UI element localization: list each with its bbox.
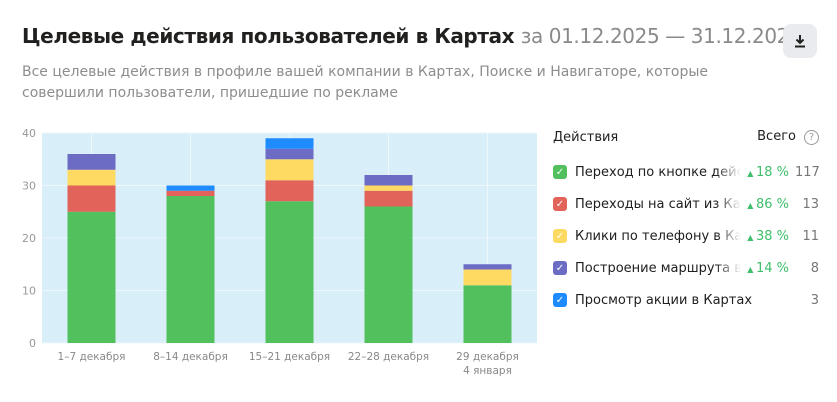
download-button[interactable] (783, 24, 817, 58)
legend: Действия Всего? ✓ Переход по кнопке действ… (553, 126, 820, 316)
legend-item-total: 3 (810, 292, 819, 308)
bar-segment (67, 211, 116, 343)
x-tick-label: 1–7 декабря (58, 351, 126, 363)
bar-segment (67, 169, 116, 186)
change-badge: ▲ 86 % (747, 197, 789, 212)
legend-item[interactable]: ✓ Переход по кнопке действия в Картах ▲ 18… (553, 156, 820, 188)
checkbox-checked-icon[interactable]: ✓ (553, 293, 567, 307)
bar-segment (265, 180, 314, 202)
change-badge: ▲ 38 % (747, 229, 789, 244)
arrow-up-icon: ▲ (747, 168, 756, 178)
legend-item-name: Просмотр акции в Картах (575, 292, 753, 308)
x-tick-label: 15–21 декабря (249, 351, 330, 363)
change-value: 86 % (755, 196, 789, 212)
bar-segment (364, 206, 413, 343)
arrow-up-icon: ▲ (747, 232, 756, 242)
legend-header-total: Всего (757, 129, 796, 144)
help-icon[interactable]: ? (804, 130, 819, 145)
subtitle: Все целевые действия в профиле вашей ком… (22, 64, 708, 101)
change-value: 38 % (755, 228, 789, 244)
bar-segment (364, 185, 413, 191)
title-text: Целевые действия пользователей в Картах (22, 24, 515, 48)
bar-segment (364, 175, 413, 186)
bar-segment (463, 269, 512, 286)
bar-segment (265, 201, 314, 343)
legend-item-name: Построение маршрута в Картах (575, 260, 742, 276)
arrow-up-icon: ▲ (747, 200, 756, 210)
stacked-bar-chart: 0 10 20 30 40 1–7 декабря 8–14 декабря 15–21 де… (22, 127, 537, 377)
legend-item-total: 8 (810, 260, 819, 276)
bar-segment (265, 138, 314, 149)
bar-segment (265, 148, 314, 160)
bar-segment (463, 285, 512, 343)
y-tick-label: 10 (22, 285, 36, 298)
legend-item[interactable]: ✓ Клики по телефону в Картах ▲ 38 % 11 (553, 220, 819, 252)
bar-segment (67, 154, 116, 170)
legend-header-actions: Действия (553, 129, 619, 145)
checkbox-checked-icon[interactable]: ✓ (553, 261, 567, 275)
bar-segment (166, 190, 215, 196)
bar-segment (166, 185, 215, 191)
x-tick-label: 22–28 декабря (348, 351, 429, 363)
y-tick-label: 0 (29, 337, 36, 350)
legend-item[interactable]: ✓ Переходы на сайт из Карт ▲ 86 % 13 (553, 188, 819, 220)
legend-item-name: Переходы на сайт из Карт (575, 196, 742, 212)
arrow-up-icon: ▲ (747, 264, 756, 274)
x-tick-label: 29 декабря (456, 351, 519, 363)
legend-item-name: Клики по телефону в Картах (575, 228, 742, 244)
change-badge: ▲ 18 % (747, 165, 789, 180)
change-value: 18 % (755, 164, 789, 180)
change-value: 14 % (755, 260, 789, 276)
x-tick-label: 4 января (463, 365, 512, 377)
page-title: Целевые действия пользователей в Картах … (22, 24, 802, 48)
legend-item-total: 13 (802, 196, 819, 212)
bar-segment (67, 185, 116, 212)
y-tick-label: 20 (22, 232, 36, 245)
legend-item[interactable]: ✓ Просмотр акции в Картах 3 (553, 284, 819, 316)
legend-item-total: 117 (795, 164, 820, 180)
x-tick-label: 8–14 декабря (153, 351, 228, 363)
checkbox-checked-icon[interactable]: ✓ (553, 165, 567, 179)
legend-item-total: 11 (802, 228, 819, 244)
bar-segment (265, 159, 314, 181)
legend-item[interactable]: ✓ Построение маршрута в Картах ▲ 14 % 8 (553, 252, 819, 284)
checkbox-checked-icon[interactable]: ✓ (553, 197, 567, 211)
bar-segment (364, 190, 413, 207)
legend-item-name: Переход по кнопке действия в Картах (575, 164, 742, 180)
y-tick-label: 40 (22, 127, 36, 140)
bar-segment (166, 196, 215, 343)
change-badge: ▲ 14 % (747, 261, 789, 276)
checkbox-checked-icon[interactable]: ✓ (553, 229, 567, 243)
y-tick-label: 30 (22, 180, 36, 193)
download-icon (795, 35, 805, 48)
bar-segment (463, 264, 512, 270)
period-text: за 01.12.2025 — 31.12.2025 (520, 24, 802, 48)
